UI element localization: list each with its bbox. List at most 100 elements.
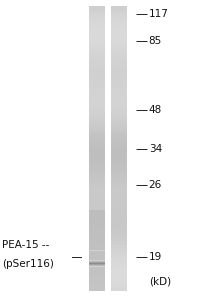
Bar xyxy=(89,273,105,277)
Bar xyxy=(89,127,105,131)
Bar xyxy=(111,234,127,238)
Bar xyxy=(89,67,105,70)
Bar xyxy=(111,63,127,67)
Bar xyxy=(111,42,127,45)
Bar xyxy=(111,31,127,34)
Bar xyxy=(111,287,127,291)
Bar xyxy=(89,216,105,220)
Bar xyxy=(89,264,105,265)
Bar xyxy=(111,252,127,255)
Bar xyxy=(111,148,127,152)
Bar xyxy=(89,230,105,234)
Bar xyxy=(89,209,105,213)
Bar xyxy=(89,227,105,230)
Text: 34: 34 xyxy=(149,144,162,154)
Bar xyxy=(111,34,127,38)
Bar xyxy=(111,270,127,273)
Bar xyxy=(111,159,127,163)
Bar xyxy=(111,38,127,42)
Bar xyxy=(89,275,105,279)
Bar xyxy=(111,145,127,148)
Bar xyxy=(89,145,105,148)
Bar xyxy=(89,263,105,264)
Bar xyxy=(111,138,127,141)
Bar xyxy=(89,92,105,95)
Bar xyxy=(111,45,127,49)
Bar xyxy=(111,70,127,74)
Bar xyxy=(89,102,105,106)
Bar xyxy=(89,17,105,20)
Bar xyxy=(89,99,105,102)
Bar xyxy=(111,255,127,259)
Bar xyxy=(89,116,105,120)
Bar xyxy=(89,245,105,248)
Bar xyxy=(89,59,105,63)
Bar xyxy=(89,213,105,216)
Bar xyxy=(111,106,127,109)
Bar xyxy=(89,223,105,227)
Bar xyxy=(111,95,127,99)
Bar xyxy=(89,95,105,99)
Bar xyxy=(89,159,105,163)
Bar xyxy=(111,209,127,213)
Text: 117: 117 xyxy=(149,9,169,20)
Bar xyxy=(111,77,127,81)
Bar xyxy=(111,102,127,106)
Bar xyxy=(111,166,127,170)
Bar xyxy=(89,188,105,191)
Bar xyxy=(111,17,127,20)
Bar xyxy=(89,77,105,81)
Bar xyxy=(89,6,105,10)
Bar xyxy=(89,277,105,280)
Bar xyxy=(89,13,105,17)
Bar xyxy=(89,170,105,173)
Bar xyxy=(111,238,127,241)
Bar xyxy=(111,206,127,209)
Bar xyxy=(89,284,105,287)
Bar xyxy=(111,223,127,227)
Bar xyxy=(111,248,127,252)
Bar xyxy=(111,113,127,116)
Bar xyxy=(111,81,127,84)
Bar xyxy=(89,226,105,230)
Bar xyxy=(89,177,105,181)
Bar xyxy=(111,24,127,27)
Bar xyxy=(111,230,127,234)
Bar xyxy=(111,56,127,59)
Bar xyxy=(111,20,127,24)
Bar xyxy=(89,283,105,287)
Bar xyxy=(89,238,105,242)
Bar xyxy=(89,56,105,59)
Bar xyxy=(89,20,105,24)
Bar xyxy=(89,134,105,138)
Text: 19: 19 xyxy=(149,252,162,262)
Bar xyxy=(111,277,127,280)
Text: 85: 85 xyxy=(149,36,162,46)
Bar xyxy=(89,38,105,42)
Bar xyxy=(89,198,105,202)
Bar xyxy=(111,188,127,191)
Bar xyxy=(89,250,105,254)
Bar xyxy=(89,195,105,198)
Text: PEA-15 --: PEA-15 -- xyxy=(2,240,49,250)
Bar xyxy=(89,280,105,284)
Bar xyxy=(89,81,105,84)
Bar xyxy=(89,131,105,134)
Bar xyxy=(89,49,105,52)
Bar xyxy=(89,141,105,145)
Bar xyxy=(89,230,105,234)
Bar xyxy=(89,266,105,267)
Bar xyxy=(111,191,127,195)
Bar xyxy=(111,6,127,10)
Bar xyxy=(89,214,105,218)
Bar xyxy=(111,156,127,159)
Bar xyxy=(89,279,105,283)
Bar xyxy=(111,259,127,262)
Bar xyxy=(89,45,105,49)
Bar xyxy=(111,99,127,102)
Bar xyxy=(111,220,127,223)
Bar xyxy=(89,287,105,291)
Bar xyxy=(111,177,127,181)
Bar xyxy=(111,74,127,77)
Bar xyxy=(89,88,105,92)
